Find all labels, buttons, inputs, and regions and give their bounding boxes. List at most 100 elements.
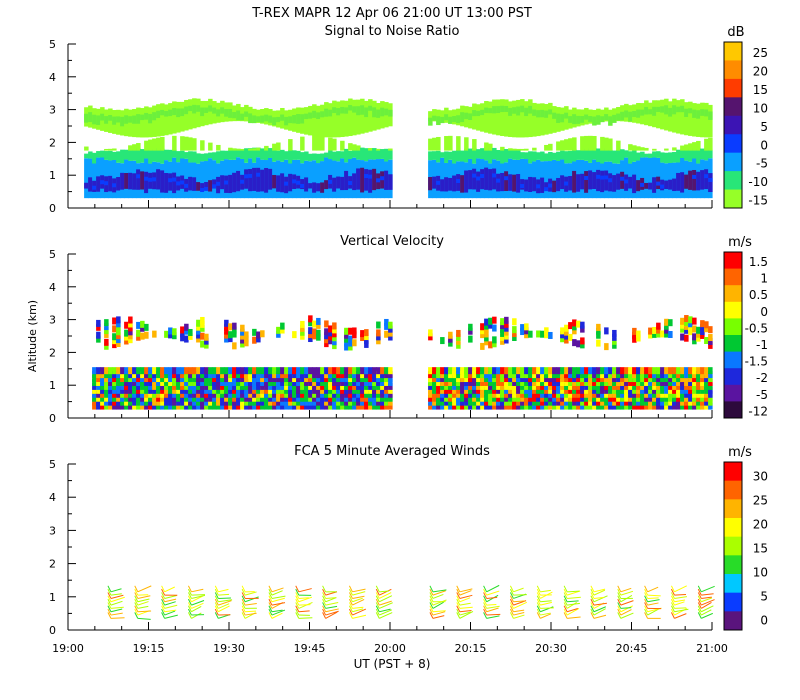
velocity-cell (632, 394, 637, 402)
velocity-cell (260, 371, 265, 379)
snr-cell (704, 174, 709, 179)
velocity-cell (440, 390, 445, 398)
snr-cell (272, 150, 277, 162)
velocity-cell (672, 398, 677, 406)
velocity-cell (708, 390, 713, 398)
velocity-cell (240, 386, 245, 394)
velocity-cell (252, 328, 257, 336)
velocity-cell (92, 375, 97, 383)
velocity-cell (436, 371, 441, 379)
velocity-cell (328, 386, 333, 394)
wind-barb-flag (187, 612, 192, 619)
wind-barb-flag (322, 605, 327, 612)
velocity-cell (708, 394, 713, 402)
velocity-cell (376, 337, 381, 345)
colorbar-label: -2 (756, 371, 768, 385)
snr-cell (472, 148, 477, 164)
snr-cell (492, 147, 497, 160)
velocity-cell (704, 390, 709, 398)
velocity-cell (488, 341, 493, 349)
snr-cell (132, 144, 137, 151)
velocity-cell (388, 375, 393, 383)
snr-cell (696, 110, 701, 119)
velocity-cell (104, 319, 109, 327)
snr-cell (608, 116, 613, 126)
snr-cell (104, 116, 109, 124)
velocity-cell (364, 329, 369, 337)
snr-cell (128, 116, 133, 123)
velocity-cell (664, 318, 669, 326)
velocity-cell (384, 371, 389, 379)
velocity-cell (376, 378, 381, 386)
velocity-cell (500, 390, 505, 398)
wind-barb-flag (348, 595, 353, 603)
velocity-cell (440, 367, 445, 375)
velocity-cell (308, 375, 313, 383)
snr-cell (692, 148, 697, 159)
snr-cell (536, 159, 541, 199)
velocity-cell (288, 390, 293, 398)
snr-cell (384, 170, 389, 190)
velocity-cell (144, 367, 149, 375)
snr-cell (164, 104, 169, 136)
wind-barb-flag (161, 595, 166, 603)
velocity-cell (600, 402, 605, 410)
velocity-cell (148, 367, 153, 375)
velocity-cell (672, 386, 677, 394)
wind-barb-flag (483, 592, 488, 599)
velocity-cell (600, 394, 605, 402)
wind-barb (513, 601, 528, 609)
velocity-cell (644, 375, 649, 383)
velocity-cell (560, 371, 565, 379)
velocity-cell (380, 394, 385, 402)
wind-barb (593, 596, 604, 599)
velocity-cell (500, 402, 505, 410)
velocity-cell (208, 386, 213, 394)
velocity-cell (284, 367, 289, 375)
snr-cell (364, 169, 369, 191)
snr-cell (460, 175, 465, 193)
velocity-cell (172, 332, 177, 340)
velocity-cell (612, 398, 617, 406)
snr-cell (480, 103, 485, 132)
velocity-cell (196, 371, 201, 379)
wind-barb-flag (268, 592, 273, 599)
snr-cell (164, 149, 169, 161)
velocity-cell (96, 402, 101, 410)
velocity-cell (616, 371, 621, 379)
velocity-cell (488, 367, 493, 375)
snr-cell (172, 107, 177, 116)
velocity-cell (520, 328, 525, 336)
snr-cell (124, 173, 129, 189)
wind-barb-flag (268, 585, 273, 593)
velocity-cell (708, 378, 713, 386)
snr-cell (200, 107, 205, 117)
velocity-cell (380, 390, 385, 398)
velocity-cell (640, 378, 645, 386)
velocity-cell (268, 371, 273, 379)
snr-cell (360, 167, 365, 193)
wind-barb (567, 596, 581, 599)
snr-cell (200, 153, 205, 162)
velocity-cell (600, 398, 605, 406)
velocity-cell (592, 375, 597, 383)
velocity-cell (288, 371, 293, 379)
velocity-cell (700, 331, 705, 339)
colorbar-label: 1 (760, 272, 768, 286)
velocity-cell (204, 341, 209, 349)
velocity-cell (692, 325, 697, 333)
snr-cell (636, 146, 641, 151)
wind-barb (432, 599, 447, 606)
snr-cell (208, 142, 213, 151)
velocity-cell (556, 367, 561, 375)
snr-cell (208, 152, 213, 159)
velocity-cell (704, 398, 709, 406)
wind-barb (137, 598, 150, 603)
wind-barb-flag (509, 588, 514, 596)
velocity-cell (384, 390, 389, 398)
wind-barb (459, 602, 471, 606)
velocity-cell (96, 390, 101, 398)
velocity-cell (528, 402, 533, 410)
velocity-cell (468, 323, 473, 331)
velocity-cell (700, 402, 705, 410)
